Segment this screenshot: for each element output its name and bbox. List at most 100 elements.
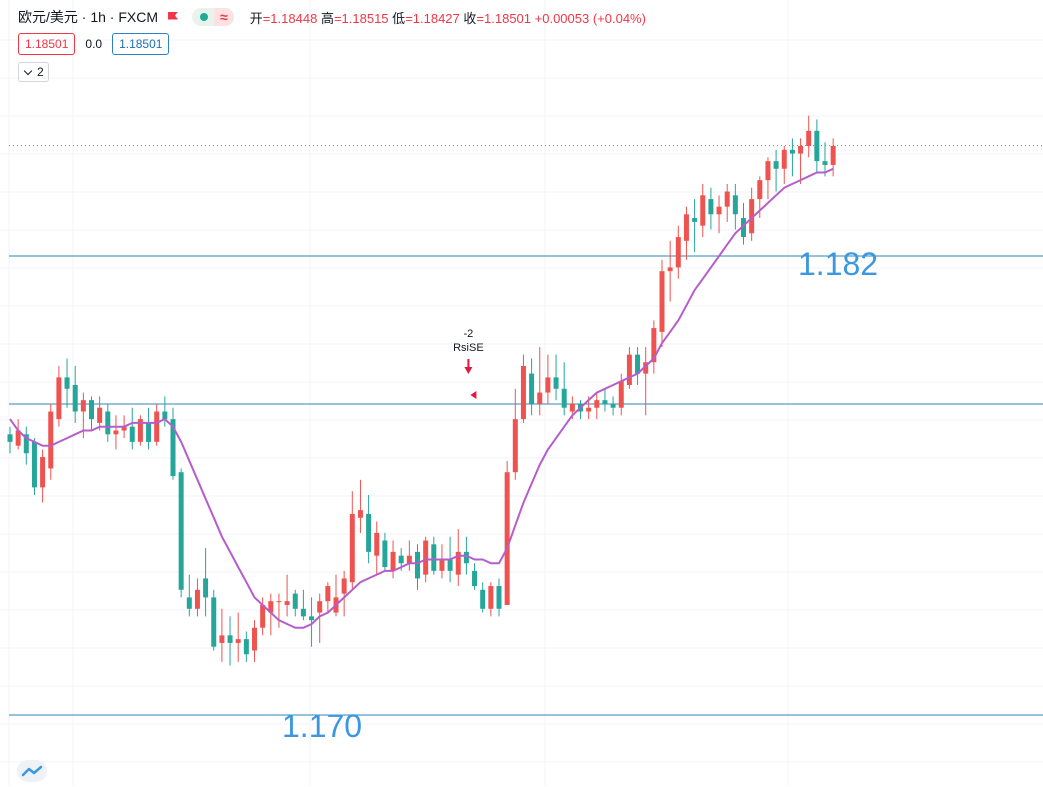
candle-body bbox=[235, 639, 241, 643]
candle-body bbox=[602, 400, 608, 404]
indicators-count: 2 bbox=[37, 65, 44, 79]
candle-body bbox=[757, 180, 763, 200]
candle-body bbox=[309, 616, 315, 621]
candle-body bbox=[480, 589, 486, 609]
candle-body bbox=[80, 400, 86, 412]
candle-body bbox=[741, 218, 746, 238]
candle-body bbox=[56, 377, 62, 420]
candle-body bbox=[472, 570, 478, 587]
candle-body bbox=[227, 635, 233, 643]
candle-body bbox=[496, 586, 502, 609]
candle-body bbox=[406, 555, 412, 564]
high-value: =1.18515 bbox=[333, 10, 389, 26]
candle-body bbox=[366, 513, 372, 552]
flag-icon[interactable] bbox=[168, 12, 178, 23]
candle-body bbox=[830, 145, 836, 165]
candle-body bbox=[569, 403, 575, 412]
candle-body bbox=[594, 400, 600, 408]
candle-body bbox=[276, 601, 282, 603]
candle-body bbox=[390, 551, 396, 571]
candles bbox=[7, 115, 836, 666]
candle-body bbox=[349, 513, 355, 583]
high-label: 高 bbox=[320, 10, 334, 26]
candle-body bbox=[431, 544, 437, 571]
eye-dot-icon bbox=[200, 13, 209, 21]
candle-body bbox=[162, 411, 168, 420]
candle-body bbox=[700, 195, 706, 226]
candle-body bbox=[537, 392, 543, 404]
candle-body bbox=[89, 400, 94, 420]
candle-body bbox=[635, 354, 641, 374]
candle-body bbox=[129, 426, 135, 442]
chevron-down-icon bbox=[23, 66, 33, 75]
signal-label: RsiSE bbox=[453, 342, 484, 354]
candle-body bbox=[708, 199, 714, 215]
open-value: =1.18448 bbox=[262, 10, 318, 26]
candle-body bbox=[382, 540, 388, 568]
candle-body bbox=[651, 328, 657, 363]
candle-body bbox=[773, 161, 779, 169]
candle-body bbox=[789, 149, 795, 154]
candle-body bbox=[749, 199, 755, 234]
tradingview-logo-icon[interactable] bbox=[17, 760, 47, 782]
candle-body bbox=[529, 373, 535, 404]
candle-body bbox=[341, 578, 347, 594]
candle-body bbox=[439, 559, 445, 571]
candle-body bbox=[692, 218, 698, 222]
price-annotation: 1.182 bbox=[798, 246, 878, 282]
candle-body bbox=[146, 422, 152, 442]
candle-body bbox=[203, 578, 209, 598]
candle-body bbox=[40, 457, 46, 488]
candle-body bbox=[643, 362, 649, 374]
candle-body bbox=[170, 419, 176, 477]
candle-body bbox=[15, 430, 21, 446]
candle-body bbox=[675, 237, 681, 268]
candle-body bbox=[798, 145, 804, 154]
candle-body bbox=[105, 411, 111, 435]
open-label: 开 bbox=[249, 10, 263, 26]
signal-marker-icon bbox=[470, 391, 477, 399]
status-pill[interactable]: ≈ bbox=[192, 8, 234, 26]
change-value: +0.00053 (+0.04%) bbox=[534, 10, 646, 26]
wave-icon: ≈ bbox=[214, 8, 234, 26]
indicators-toggle[interactable]: 2 bbox=[18, 62, 49, 82]
buy-button[interactable]: 1.18501 bbox=[112, 33, 170, 55]
annotations: 1.170 1.182 bbox=[282, 246, 878, 744]
candle-body bbox=[488, 586, 494, 609]
candle-body bbox=[398, 555, 404, 564]
candle-body bbox=[545, 377, 551, 393]
candle-body bbox=[284, 601, 290, 605]
candle-body bbox=[317, 601, 323, 613]
candle-body bbox=[357, 510, 363, 518]
signal-arrow-icon bbox=[464, 367, 473, 374]
candle-body bbox=[154, 411, 160, 442]
low-label: 低 bbox=[392, 10, 406, 26]
candle-body bbox=[194, 589, 200, 609]
rsi-signal: -2 RsiSE bbox=[453, 328, 484, 399]
candle-body bbox=[97, 407, 103, 423]
candle-body bbox=[374, 532, 380, 556]
candle-body bbox=[618, 381, 624, 408]
candle-body bbox=[822, 161, 828, 165]
candle-body bbox=[243, 639, 249, 655]
ohlc-values: 开=1.18448 高=1.18515 低=1.18427 收=1.18501 … bbox=[250, 8, 646, 27]
candle-body bbox=[219, 635, 225, 643]
candle-body bbox=[520, 366, 526, 420]
candle-body bbox=[463, 551, 469, 564]
candle-body bbox=[211, 597, 217, 647]
candle-body bbox=[806, 130, 812, 146]
candle-body bbox=[659, 271, 665, 332]
candle-body bbox=[121, 426, 127, 431]
candle-body bbox=[415, 551, 420, 579]
candle-body bbox=[561, 388, 567, 408]
candle-body bbox=[553, 377, 559, 389]
candle-body bbox=[113, 430, 119, 435]
sell-button[interactable]: 1.18501 bbox=[18, 33, 76, 55]
candle-body bbox=[137, 419, 143, 442]
symbol-title[interactable]: 欧元/美元 · 1h · FXCM bbox=[18, 9, 159, 25]
candle-body bbox=[724, 191, 730, 207]
candle-body bbox=[732, 195, 738, 215]
candle-body bbox=[423, 540, 429, 575]
candle-body bbox=[268, 601, 274, 613]
